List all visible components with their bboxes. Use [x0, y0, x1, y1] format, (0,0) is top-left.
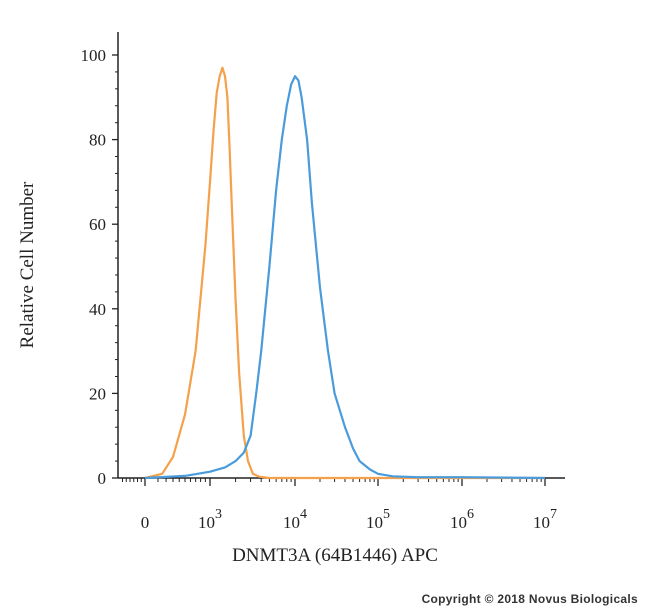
series-line-1	[144, 66, 545, 480]
y-tick-label: 0	[98, 469, 107, 488]
copyright-notice: Copyright © 2018 Novus Biologicals	[421, 592, 638, 606]
y-tick-label: 40	[89, 300, 106, 319]
y-tick-label: 80	[89, 131, 106, 150]
x-tick-label: 106	[450, 507, 474, 532]
y-tick-label: 60	[89, 215, 106, 234]
y-axis-title: Relative Cell Number	[17, 181, 38, 348]
x-tick-label: 105	[366, 507, 390, 532]
x-tick-label: 0	[141, 513, 150, 532]
x-axis-title: DNMT3A (64B1446) APC	[232, 545, 438, 566]
series-line-2	[144, 75, 546, 480]
x-tick-label: 103	[198, 507, 222, 532]
x-tick-label: 104	[283, 507, 307, 532]
y-tick-label: 20	[89, 384, 106, 403]
y-tick-label: 100	[81, 46, 107, 65]
plot-area: 0 20 40 60 80 100 0 103 104 105 106 107	[81, 32, 565, 532]
x-tick-label: 107	[533, 507, 557, 532]
